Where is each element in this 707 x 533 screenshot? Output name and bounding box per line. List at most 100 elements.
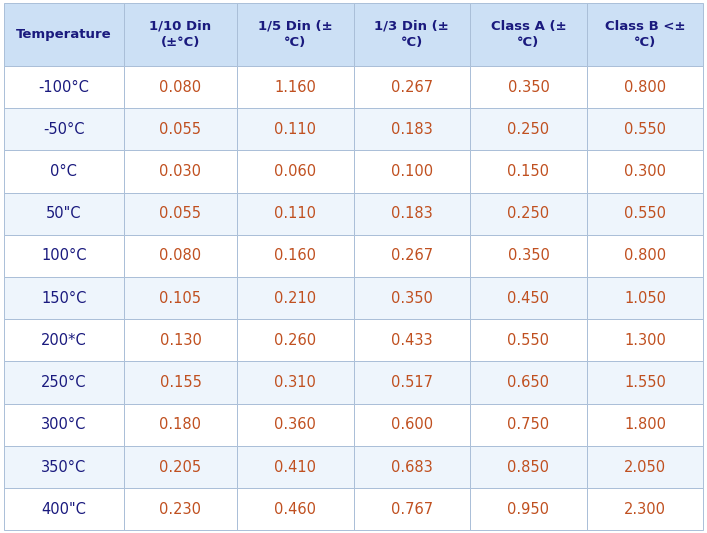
- Bar: [4, 108, 124, 150]
- Text: 0.800: 0.800: [624, 79, 666, 94]
- Bar: [124, 488, 237, 530]
- Bar: [470, 361, 587, 403]
- Bar: [354, 150, 470, 192]
- Bar: [587, 319, 703, 361]
- Text: 0.060: 0.060: [274, 164, 316, 179]
- Bar: [4, 319, 124, 361]
- Bar: [587, 361, 703, 403]
- Text: 0.150: 0.150: [508, 164, 549, 179]
- Text: 0.230: 0.230: [160, 502, 201, 516]
- Text: 1/5 Din (±
°C): 1/5 Din (± °C): [258, 20, 332, 49]
- Text: 0.300: 0.300: [624, 164, 666, 179]
- Text: 0.350: 0.350: [508, 79, 549, 94]
- Bar: [354, 66, 470, 108]
- Text: 0.130: 0.130: [160, 333, 201, 348]
- Text: 0.055: 0.055: [160, 122, 201, 137]
- Text: 2.300: 2.300: [624, 502, 666, 516]
- Text: 100°C: 100°C: [41, 248, 86, 263]
- Bar: [4, 192, 124, 235]
- Text: 0.080: 0.080: [159, 248, 201, 263]
- Bar: [354, 361, 470, 403]
- Text: 0.180: 0.180: [160, 417, 201, 432]
- Bar: [237, 488, 354, 530]
- Bar: [470, 277, 587, 319]
- Text: 0.155: 0.155: [160, 375, 201, 390]
- Bar: [4, 3, 124, 66]
- Bar: [237, 150, 354, 192]
- Text: 0.055: 0.055: [160, 206, 201, 221]
- Text: 0.110: 0.110: [274, 122, 316, 137]
- Text: 0.800: 0.800: [624, 248, 666, 263]
- Bar: [470, 108, 587, 150]
- Bar: [124, 403, 237, 446]
- Text: 0°C: 0°C: [50, 164, 77, 179]
- Bar: [4, 66, 124, 108]
- Text: 0.550: 0.550: [624, 122, 666, 137]
- Bar: [354, 3, 470, 66]
- Text: 0.550: 0.550: [624, 206, 666, 221]
- Bar: [237, 192, 354, 235]
- Text: 250°C: 250°C: [41, 375, 86, 390]
- Bar: [470, 66, 587, 108]
- Bar: [4, 235, 124, 277]
- Bar: [237, 108, 354, 150]
- Bar: [354, 319, 470, 361]
- Bar: [470, 403, 587, 446]
- Bar: [237, 319, 354, 361]
- Bar: [124, 277, 237, 319]
- Bar: [354, 446, 470, 488]
- Bar: [470, 319, 587, 361]
- Text: 0.250: 0.250: [508, 206, 549, 221]
- Bar: [124, 3, 237, 66]
- Text: 0.260: 0.260: [274, 333, 316, 348]
- Bar: [587, 403, 703, 446]
- Bar: [237, 361, 354, 403]
- Bar: [124, 192, 237, 235]
- Bar: [587, 3, 703, 66]
- Text: 1.550: 1.550: [624, 375, 666, 390]
- Text: 0.183: 0.183: [391, 206, 433, 221]
- Bar: [237, 446, 354, 488]
- Text: 1.800: 1.800: [624, 417, 666, 432]
- Text: 0.850: 0.850: [508, 459, 549, 474]
- Bar: [4, 403, 124, 446]
- Bar: [587, 66, 703, 108]
- Text: Temperature: Temperature: [16, 28, 112, 41]
- Text: 0.550: 0.550: [508, 333, 549, 348]
- Text: 0.410: 0.410: [274, 459, 316, 474]
- Bar: [354, 403, 470, 446]
- Text: 0.105: 0.105: [160, 290, 201, 305]
- Bar: [470, 150, 587, 192]
- Bar: [124, 150, 237, 192]
- Text: 1.050: 1.050: [624, 290, 666, 305]
- Text: 1/10 Din
(±°C): 1/10 Din (±°C): [149, 20, 211, 49]
- Bar: [354, 192, 470, 235]
- Bar: [4, 150, 124, 192]
- Bar: [470, 488, 587, 530]
- Text: 0.683: 0.683: [391, 459, 433, 474]
- Bar: [4, 277, 124, 319]
- Text: 0.433: 0.433: [391, 333, 433, 348]
- Bar: [4, 446, 124, 488]
- Bar: [470, 3, 587, 66]
- Bar: [354, 488, 470, 530]
- Text: 0.267: 0.267: [391, 248, 433, 263]
- Text: 0.030: 0.030: [160, 164, 201, 179]
- Text: 0.183: 0.183: [391, 122, 433, 137]
- Bar: [354, 277, 470, 319]
- Text: 0.100: 0.100: [391, 164, 433, 179]
- Text: 50"C: 50"C: [46, 206, 81, 221]
- Text: 0.110: 0.110: [274, 206, 316, 221]
- Text: 1.300: 1.300: [624, 333, 666, 348]
- Bar: [587, 150, 703, 192]
- Bar: [124, 66, 237, 108]
- Bar: [237, 277, 354, 319]
- Text: 0.350: 0.350: [391, 290, 433, 305]
- Text: Class A (±
°C): Class A (± °C): [491, 20, 566, 49]
- Bar: [470, 446, 587, 488]
- Text: 400"C: 400"C: [42, 502, 86, 516]
- Bar: [4, 488, 124, 530]
- Text: 0.160: 0.160: [274, 248, 316, 263]
- Bar: [587, 192, 703, 235]
- Text: 0.517: 0.517: [391, 375, 433, 390]
